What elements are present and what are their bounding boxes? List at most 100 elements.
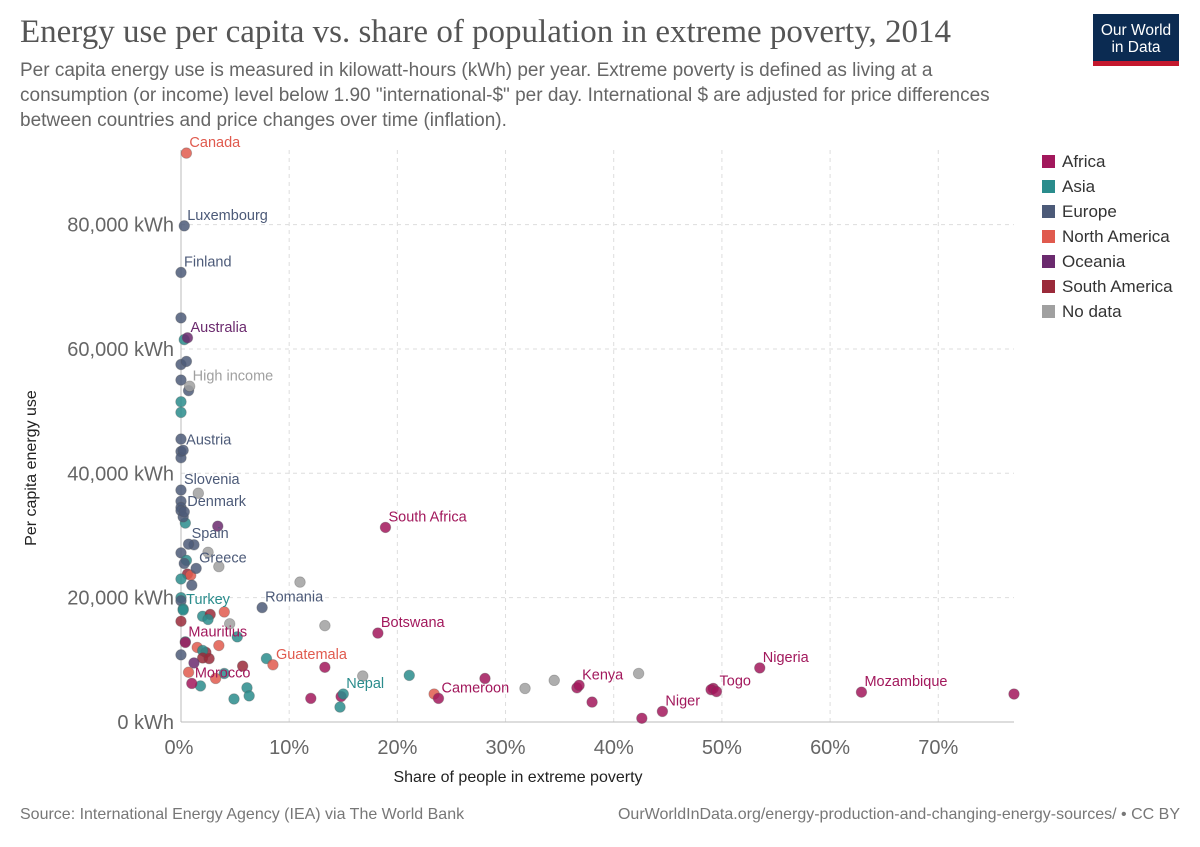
scatter-point[interactable] (656, 705, 669, 718)
scatter-point[interactable] (256, 601, 268, 614)
scatter-point[interactable] (267, 659, 279, 671)
point-label: Austria (186, 432, 232, 448)
scatter-point[interactable] (175, 649, 187, 661)
scatter-point[interactable] (357, 670, 369, 682)
scatter-point[interactable] (218, 667, 230, 680)
scatter-point[interactable] (519, 682, 531, 695)
y-tick-label: 40,000 kWh (67, 463, 174, 485)
legend-item[interactable]: North America (1042, 224, 1173, 249)
scatter-point[interactable] (754, 662, 766, 674)
scatter-point[interactable] (432, 692, 445, 705)
scatter-point[interactable] (213, 560, 225, 573)
scatter-point[interactable] (586, 696, 598, 708)
x-tick-label: 10% (269, 737, 309, 759)
legend-label: Oceania (1062, 251, 1126, 271)
scatter-point[interactable] (636, 712, 648, 724)
scatter-point[interactable] (294, 576, 306, 588)
point-label: Greece (199, 550, 247, 566)
scatter-point[interactable] (179, 636, 192, 649)
legend-label: No data (1062, 301, 1122, 321)
scatter-point[interactable] (228, 693, 240, 705)
legend-swatch (1042, 280, 1055, 293)
scatter-point[interactable] (180, 147, 193, 159)
scatter-point[interactable] (183, 380, 196, 392)
scatter-point[interactable] (223, 618, 236, 630)
point-label: Turkey (186, 592, 231, 608)
legend-item[interactable]: Africa (1042, 149, 1173, 174)
scatter-point[interactable] (319, 661, 331, 673)
scatter-point[interactable] (178, 220, 190, 232)
logo-accent-bar (1093, 61, 1179, 66)
scatter-point[interactable] (548, 674, 560, 687)
point-label: Luxembourg (187, 208, 268, 224)
scatter-point[interactable] (212, 520, 224, 532)
legend-label: Europe (1062, 201, 1117, 221)
scatter-point[interactable] (186, 677, 198, 690)
scatter-point[interactable] (175, 484, 187, 496)
scatter-point[interactable] (190, 562, 202, 575)
x-tick-label: 50% (702, 737, 742, 759)
scatter-point[interactable] (209, 672, 222, 685)
x-tick-label: 60% (810, 737, 850, 759)
chart-subtitle: Per capita energy use is measured in kil… (20, 60, 990, 131)
scatter-point[interactable] (188, 657, 200, 669)
legend-item[interactable]: Oceania (1042, 249, 1173, 274)
scatter-point[interactable] (213, 639, 225, 652)
y-axis-label: Per capita energy use (23, 390, 40, 546)
scatter-point[interactable] (186, 579, 198, 591)
scatter-point[interactable] (334, 701, 346, 713)
source-url[interactable]: OurWorldInData.org/energy-production-and… (617, 806, 1180, 823)
scatter-point[interactable] (236, 660, 249, 672)
point-label: South Africa (388, 509, 467, 525)
scatter-point[interactable] (231, 631, 243, 643)
scatter-point[interactable] (710, 685, 723, 698)
legend-item[interactable]: South America (1042, 274, 1173, 299)
legend-swatch (1042, 155, 1055, 168)
scatter-point[interactable] (175, 406, 187, 419)
scatter-point[interactable] (181, 332, 194, 344)
scatter-point[interactable] (305, 692, 317, 705)
scatter-point[interactable] (175, 396, 187, 408)
scatter-point[interactable] (175, 573, 187, 585)
scatter-point[interactable] (203, 652, 215, 665)
scatter-point[interactable] (855, 686, 868, 698)
point-labels: Canada Luxembourg Finland Australia High inc… (184, 135, 947, 709)
scatter-point[interactable] (192, 487, 205, 499)
owid-logo[interactable]: Our World in Data (1093, 14, 1179, 66)
scatter-point[interactable] (177, 604, 189, 616)
scatter-point[interactable] (175, 433, 187, 445)
scatter-point[interactable] (243, 690, 255, 702)
scatter-point[interactable] (182, 666, 195, 678)
scatter-point[interactable] (372, 627, 384, 639)
point-label: High income (193, 368, 274, 384)
legend-item[interactable]: Asia (1042, 174, 1173, 199)
point-label: Morocco (195, 665, 251, 681)
scatter-point[interactable] (632, 667, 645, 680)
scatter-point[interactable] (182, 538, 195, 550)
scatter-point[interactable] (202, 546, 214, 558)
legend-item[interactable]: No data (1042, 299, 1173, 324)
scatter-point[interactable] (178, 557, 190, 570)
scatter-point[interactable] (337, 688, 349, 700)
scatter-point[interactable] (218, 606, 230, 618)
scatter-point[interactable] (479, 672, 491, 685)
scatter-point[interactable] (403, 669, 415, 682)
scatter-point[interactable] (1008, 688, 1020, 700)
scatter-point[interactable] (175, 374, 187, 386)
scatter-point[interactable] (202, 613, 214, 626)
scatter-point[interactable] (175, 547, 187, 559)
logo-line-1: Our World (1100, 22, 1172, 39)
scatter-point[interactable] (177, 444, 189, 457)
scatter-point[interactable] (573, 679, 585, 692)
scatter-point[interactable] (379, 521, 392, 534)
legend-item[interactable]: Europe (1042, 199, 1173, 224)
scatter-point[interactable] (178, 506, 190, 518)
point-label: Slovenia (184, 472, 241, 488)
data-points (175, 147, 1020, 724)
x-tick-label: 30% (486, 737, 526, 759)
scatter-point[interactable] (175, 266, 187, 279)
scatter-point[interactable] (319, 619, 331, 632)
scatter-point[interactable] (175, 312, 187, 324)
scatter-point[interactable] (180, 355, 193, 368)
scatter-point[interactable] (175, 615, 187, 627)
